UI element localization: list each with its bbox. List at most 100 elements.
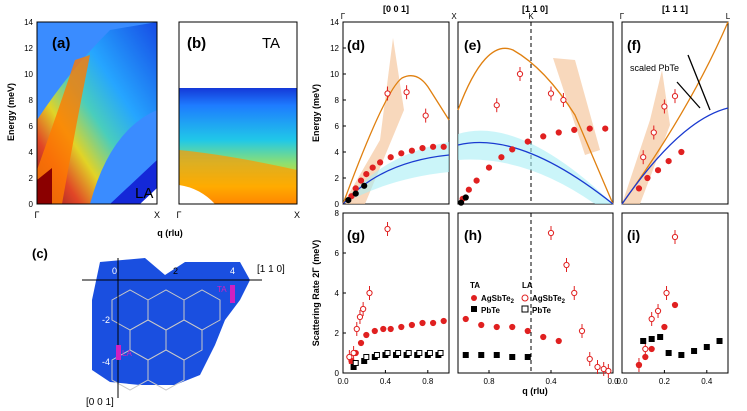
data-point-d-ta-agsbte2 — [387, 154, 394, 161]
data-point-h-ta-pbte — [462, 352, 469, 358]
xtick-label-h: 0.8 — [483, 377, 495, 386]
data-point-e-la-agsbte2 — [516, 70, 524, 78]
data-point-f-ta-agsbte2 — [678, 148, 685, 156]
panel-b-label: (b) — [187, 35, 206, 52]
panel-ab-xlabel: q (rlu) — [157, 228, 183, 238]
legend-ta-pbte-label: PbTe — [481, 306, 501, 315]
data-point-e-la-agsbte2 — [547, 90, 555, 97]
ytick-label-a: 2 — [29, 174, 34, 183]
data-point-h-ta-agsbte2 — [524, 327, 531, 335]
data-point-h-ta-agsbte2 — [555, 337, 562, 345]
data-point-g-la-agsbte2 — [360, 305, 367, 313]
xtick-label-h: 0.4 — [545, 377, 557, 386]
panel-b-mode-label: TA — [262, 35, 280, 52]
data-point-g-la-pbte — [416, 350, 423, 356]
data-point-i-ta-agsbte2 — [635, 361, 643, 369]
panel-e-top-k: K — [528, 12, 534, 21]
panel-c: (c) [1 1 0] [0 0 1] 0 2 4 -2 -4 TA LA — [32, 246, 285, 408]
data-point-g-la-agsbte2 — [353, 325, 360, 333]
bz-label-minus2: -2 — [102, 315, 110, 325]
legend-la-pbte-label: PbTe — [532, 306, 552, 315]
data-point-e-ta-agsbte2 — [465, 186, 472, 193]
ytick-label-a: 4 — [29, 148, 34, 157]
data-point-i-ta-pbte — [648, 336, 655, 342]
ytick-label-d: 2 — [335, 174, 340, 183]
data-point-e-ta-agsbte2 — [571, 126, 578, 133]
panel-d-ylabel: Energy (meV) — [311, 84, 321, 142]
data-point-e-ta-agsbte2 — [555, 129, 562, 136]
data-point-g-ta-agsbte2 — [419, 319, 426, 327]
panel-d-top-x: X — [451, 12, 457, 21]
legend-la-header: LA — [522, 281, 533, 290]
data-point-e-ta-agsbte2 — [485, 164, 493, 171]
data-point-g-ta-agsbte2 — [357, 339, 365, 347]
ytick-label-g: 4 — [335, 289, 340, 298]
data-point-i-ta-pbte — [703, 344, 710, 350]
panel-b-xtick-x: X — [294, 210, 300, 220]
la-scan-label: LA — [122, 349, 132, 358]
xtick-label-g: 0.8 — [422, 377, 434, 386]
legend-ta-header: TA — [470, 281, 480, 290]
rate-xlabel: q (rlu) — [522, 386, 548, 396]
data-point-g-la-pbte — [405, 350, 412, 356]
panel-d-direction: [0 0 1] — [383, 4, 409, 14]
panel-f-top-l: L — [726, 12, 731, 21]
data-point-e-ta-agsbte2 — [586, 125, 593, 132]
data-point-f-la-agsbte2 — [661, 103, 668, 110]
data-point-e-ta-agsbte2 — [540, 133, 547, 140]
data-point-g-ta-agsbte2 — [408, 321, 415, 329]
panel-a: (a) LA Energy (meV) 0 2 4 6 8 10 12 14 Γ X — [6, 18, 160, 220]
data-point-g-ta-agsbte2 — [398, 323, 405, 331]
data-point-g-la-agsbte2 — [366, 289, 373, 297]
data-point-e-pbte — [458, 199, 465, 206]
panel-b-xtick-gamma: Γ — [177, 210, 182, 220]
ta-scan-marker — [230, 285, 235, 303]
ytick-label-d: 12 — [330, 44, 339, 53]
panel-i-label: (i) — [627, 227, 640, 243]
data-point-i-ta-pbte — [657, 334, 664, 340]
data-point-g-la-agsbte2 — [350, 349, 357, 357]
ytick-label-a: 14 — [24, 18, 33, 27]
ytick-label-a: 0 — [29, 200, 34, 209]
data-point-f-ta-agsbte2 — [654, 167, 662, 174]
data-point-h-ta-pbte — [509, 354, 516, 360]
panel-a-xtick-x: X — [154, 210, 160, 220]
data-point-d-ta-agsbte2 — [430, 143, 437, 150]
data-point-g-la-pbte — [363, 354, 370, 360]
bz-label-minus4: -4 — [102, 357, 110, 367]
data-point-f-la-agsbte2 — [650, 129, 657, 136]
ytick-label-d: 0 — [335, 200, 340, 209]
data-point-g-la-pbte — [373, 352, 380, 358]
panel-a-yticks: 0 2 4 6 8 10 12 14 — [24, 18, 33, 209]
xtick-label-g: 0.4 — [380, 377, 392, 386]
heatmap-a-hot-region — [37, 168, 52, 204]
data-point-h-la-agsbte2 — [578, 327, 586, 335]
panel-text: (d) (e) (f) (g) (h) (i) [0 0 1] [1 1 0] … — [311, 4, 731, 396]
data-point-e-la-agsbte2 — [493, 102, 500, 109]
data-point-g-la-pbte — [395, 350, 402, 356]
ytick-label-g: 2 — [335, 329, 340, 338]
heatmap-b-ta-branch — [179, 150, 297, 204]
ytick-label-a: 8 — [29, 96, 34, 105]
ytick-label-d: 8 — [335, 96, 340, 105]
data-point-i-ta-agsbte2 — [642, 353, 649, 361]
data-point-h-ta-agsbte2 — [509, 323, 516, 331]
bz-label-0: 0 — [112, 266, 117, 276]
bz-label-2: 2 — [173, 266, 178, 276]
data-point-e-ta-agsbte2 — [509, 146, 516, 153]
reciprocal-space-map — [92, 258, 240, 385]
panel-h-label: (h) — [464, 227, 482, 243]
data-point-d-pbte — [352, 190, 359, 197]
data-point-g-ta-agsbte2 — [380, 325, 387, 333]
data-point-d-ta-agsbte2 — [398, 150, 405, 157]
panel-g-label: (g) — [347, 227, 365, 243]
data-point-g-ta-agsbte2 — [440, 317, 447, 325]
data-point-i-la-agsbte2 — [654, 307, 662, 315]
data-point-h-ta-agsbte2 — [478, 321, 485, 329]
data-point-f-ta-agsbte2 — [665, 158, 672, 165]
data-point-e-ta-agsbte2 — [473, 177, 480, 184]
panel-a-mode-label: LA — [135, 185, 153, 202]
bz-hexagons — [111, 289, 221, 391]
